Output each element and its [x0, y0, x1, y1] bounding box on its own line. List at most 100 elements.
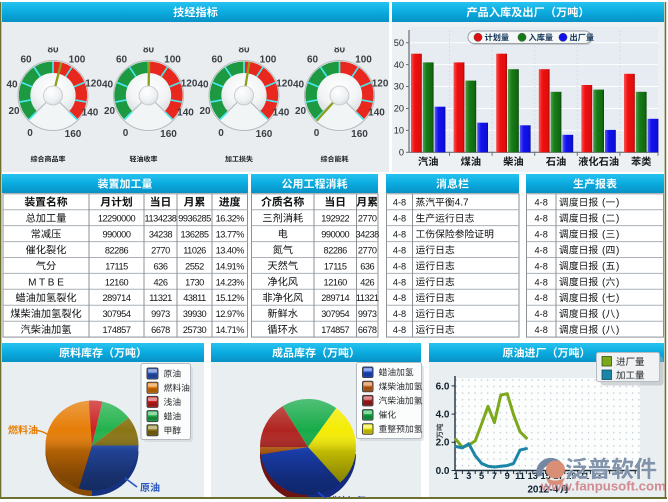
svg-text:9936285: 9936285: [178, 214, 211, 224]
svg-text:34238: 34238: [356, 230, 380, 240]
svg-text:16.32%: 16.32%: [216, 214, 245, 224]
svg-text:(: (: [602, 245, 606, 256]
svg-text:192922: 192922: [321, 214, 349, 224]
svg-text:(: (: [602, 198, 606, 209]
svg-text:30: 30: [394, 82, 404, 92]
svg-text:160: 160: [65, 129, 82, 140]
svg-text:4.0: 4.0: [436, 410, 450, 421]
svg-text:4-8: 4-8: [393, 230, 406, 240]
svg-text:11321: 11321: [149, 293, 172, 303]
svg-text:6678: 6678: [151, 325, 170, 335]
svg-text:4-8: 4-8: [393, 261, 406, 271]
svg-text:100: 100: [69, 55, 86, 66]
svg-text:4-8: 4-8: [535, 293, 548, 303]
svg-text:14.71%: 14.71%: [216, 325, 245, 335]
svg-text:43811: 43811: [183, 293, 206, 303]
svg-text:0: 0: [314, 128, 320, 139]
svg-text:39930: 39930: [183, 309, 207, 319]
svg-text:80: 80: [238, 45, 250, 56]
svg-text:4-8: 4-8: [535, 309, 548, 319]
svg-text:6.0: 6.0: [436, 381, 450, 392]
svg-text:4-8: 4-8: [535, 230, 548, 240]
svg-text:2.0: 2.0: [436, 438, 450, 449]
svg-text:4-8: 4-8: [393, 309, 406, 319]
svg-text:4-8: 4-8: [393, 245, 406, 255]
svg-text:426: 426: [154, 277, 168, 287]
svg-text:7: 7: [492, 471, 497, 481]
svg-text:): ): [616, 309, 619, 320]
svg-text:17115: 17115: [105, 261, 128, 271]
svg-text:4-8: 4-8: [535, 261, 548, 271]
svg-text:100: 100: [260, 55, 277, 66]
svg-text:12160: 12160: [105, 277, 129, 287]
svg-text:20: 20: [199, 106, 211, 117]
svg-text:13: 13: [528, 471, 538, 481]
svg-text:4-8: 4-8: [393, 277, 406, 287]
svg-text:307954: 307954: [321, 309, 349, 319]
svg-text:20: 20: [104, 106, 116, 117]
svg-text:120: 120: [85, 78, 102, 89]
svg-text:25730: 25730: [183, 325, 207, 335]
svg-text:34238: 34238: [149, 230, 173, 240]
svg-text:14.23%: 14.23%: [216, 277, 245, 287]
svg-text:307954: 307954: [103, 309, 131, 319]
svg-text:50: 50: [394, 38, 404, 48]
svg-text:15: 15: [540, 471, 550, 481]
svg-text:140: 140: [177, 108, 194, 119]
svg-text:0: 0: [399, 148, 404, 158]
svg-text:12160: 12160: [324, 277, 348, 287]
svg-text:990000: 990000: [103, 230, 131, 240]
svg-text:-4: -4: [550, 485, 559, 496]
svg-text:5: 5: [479, 471, 484, 481]
svg-text:): ): [616, 214, 619, 225]
svg-text:13.77%: 13.77%: [216, 230, 245, 240]
svg-text:(: (: [602, 214, 606, 225]
svg-text:40: 40: [6, 80, 18, 91]
svg-text:40: 40: [394, 60, 404, 70]
svg-text:): ): [616, 245, 619, 256]
svg-text:15.12%: 15.12%: [216, 293, 245, 303]
svg-text:40: 40: [293, 80, 305, 91]
svg-text:60: 60: [307, 55, 319, 66]
svg-text:(: (: [602, 277, 606, 288]
svg-text:60: 60: [116, 55, 128, 66]
svg-text:426: 426: [360, 277, 374, 287]
svg-text:(: (: [602, 230, 606, 241]
svg-text:3: 3: [466, 471, 471, 481]
svg-text:100: 100: [355, 55, 372, 66]
svg-text:20: 20: [394, 104, 404, 114]
svg-text:80: 80: [143, 45, 155, 56]
svg-text:2012: 2012: [528, 485, 550, 496]
svg-text:174857: 174857: [103, 325, 131, 335]
svg-text:4.7: 4.7: [455, 198, 469, 209]
svg-text:9973: 9973: [358, 309, 377, 319]
svg-text:1730: 1730: [185, 277, 204, 287]
svg-text:): ): [616, 230, 619, 241]
svg-text:100: 100: [164, 55, 181, 66]
svg-text:40: 40: [102, 80, 114, 91]
svg-text:2770: 2770: [151, 245, 170, 255]
svg-text:20: 20: [295, 106, 307, 117]
svg-text:289714: 289714: [321, 293, 349, 303]
svg-text:40: 40: [197, 80, 209, 91]
svg-text:174857: 174857: [321, 325, 349, 335]
svg-text:): ): [616, 277, 619, 288]
svg-text:1134238: 1134238: [145, 214, 177, 224]
svg-text:17115: 17115: [324, 261, 347, 271]
svg-text:9973: 9973: [151, 309, 170, 319]
svg-text:4-8: 4-8: [535, 325, 548, 335]
svg-text:140: 140: [82, 108, 99, 119]
svg-text:120: 120: [181, 78, 198, 89]
svg-text:4-8: 4-8: [393, 293, 406, 303]
svg-text:990000: 990000: [321, 230, 349, 240]
svg-text:(: (: [602, 309, 606, 320]
svg-text:160: 160: [351, 129, 368, 140]
svg-text:636: 636: [154, 261, 168, 271]
svg-text:www.fanpusoft.com: www.fanpusoft.com: [540, 479, 666, 494]
svg-text:13.40%: 13.40%: [216, 245, 245, 255]
svg-text:4-8: 4-8: [393, 198, 406, 208]
svg-text:2552: 2552: [185, 261, 204, 271]
svg-text:): ): [616, 198, 619, 209]
svg-text:): ): [616, 325, 619, 336]
svg-text:140: 140: [368, 108, 385, 119]
